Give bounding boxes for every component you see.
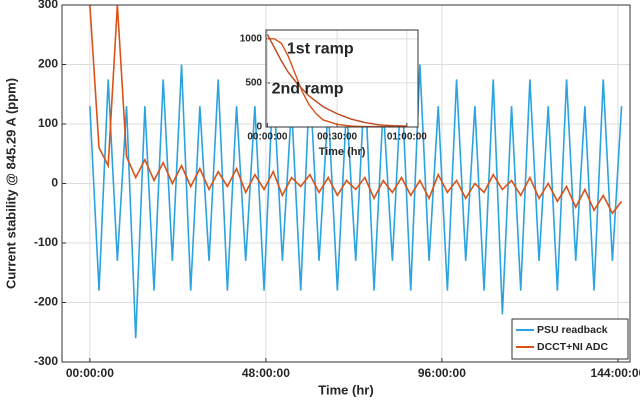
y-tick-label: 100 bbox=[38, 116, 58, 130]
x-tick-label: 96:00:00 bbox=[418, 366, 466, 380]
x-tick-label: 144:00:00 bbox=[591, 366, 640, 380]
x-tick-label: 01:00:00 bbox=[387, 132, 427, 143]
plot-frame bbox=[265, 29, 419, 128]
annotation: 1st ramp bbox=[287, 41, 354, 58]
y-tick-label: 500 bbox=[245, 78, 262, 89]
y-tick-label: -100 bbox=[34, 235, 58, 249]
y-tick-label: -300 bbox=[34, 354, 58, 368]
series-line bbox=[89, 5, 623, 215]
y-tick-label: 1000 bbox=[240, 33, 263, 44]
x-tick-label: 00:00:00 bbox=[247, 132, 287, 143]
plot-area bbox=[266, 30, 418, 127]
x-tick-label: 00:00:00 bbox=[66, 366, 114, 380]
y-tick-label: -200 bbox=[34, 295, 58, 309]
x-axis-label: Time (hr) bbox=[319, 146, 366, 158]
y-tick-label: 300 bbox=[38, 0, 58, 11]
y-tick-label: 0 bbox=[256, 122, 262, 133]
series-line bbox=[89, 64, 623, 339]
y-tick-label: 200 bbox=[38, 57, 58, 71]
x-tick-label: 00:30:00 bbox=[317, 132, 357, 143]
series-group bbox=[89, 5, 623, 339]
x-axis-label: Time (hr) bbox=[318, 382, 373, 397]
series-line bbox=[266, 34, 407, 127]
y-tick-label: 0 bbox=[51, 176, 58, 190]
annotation: 2nd ramp bbox=[272, 80, 344, 97]
y-axis-label: Current stability @ 845.29 A (ppm) bbox=[3, 78, 18, 289]
plot-frame bbox=[61, 4, 631, 363]
legend-label: DCCT+NI ADC bbox=[537, 341, 608, 353]
x-tick-label: 48:00:00 bbox=[242, 366, 290, 380]
legend-label: PSU readback bbox=[537, 324, 608, 336]
legend-box bbox=[511, 318, 629, 360]
